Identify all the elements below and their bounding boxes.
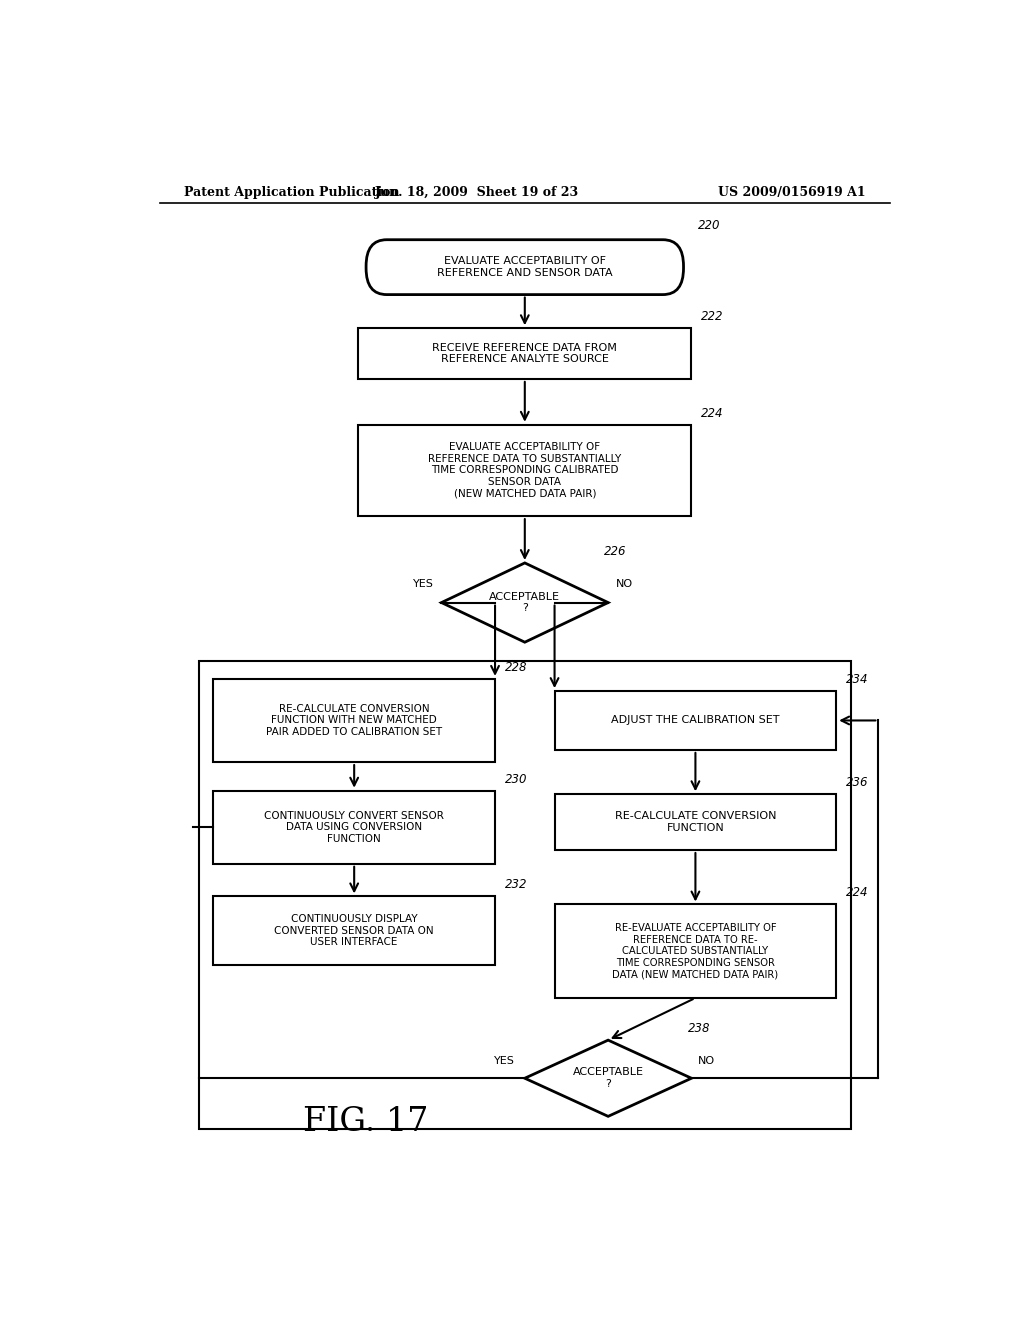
Text: 224: 224 [701,407,724,420]
Bar [555,904,837,998]
Bar [213,678,495,762]
Text: 226: 226 [604,545,627,558]
Text: RE-CALCULATE CONVERSION
FUNCTION WITH NEW MATCHED
PAIR ADDED TO CALIBRATION SET: RE-CALCULATE CONVERSION FUNCTION WITH NE… [266,704,442,737]
Text: Jun. 18, 2009  Sheet 19 of 23: Jun. 18, 2009 Sheet 19 of 23 [375,186,580,199]
Text: YES: YES [495,1056,515,1067]
Text: FIG. 17: FIG. 17 [303,1106,429,1138]
Bar [358,425,691,516]
Text: CONTINUOUSLY DISPLAY
CONVERTED SENSOR DATA ON
USER INTERFACE: CONTINUOUSLY DISPLAY CONVERTED SENSOR DA… [274,915,434,948]
Text: YES: YES [413,579,433,589]
Text: RECEIVE REFERENCE DATA FROM
REFERENCE ANALYTE SOURCE: RECEIVE REFERENCE DATA FROM REFERENCE AN… [432,343,617,364]
Text: ACCEPTABLE
?: ACCEPTABLE ? [489,591,560,614]
Text: RE-CALCULATE CONVERSION
FUNCTION: RE-CALCULATE CONVERSION FUNCTION [614,812,776,833]
Bar [358,329,691,379]
Text: EVALUATE ACCEPTABILITY OF
REFERENCE DATA TO SUBSTANTIALLY
TIME CORRESPONDING CAL: EVALUATE ACCEPTABILITY OF REFERENCE DATA… [428,442,622,499]
Text: 232: 232 [505,878,527,891]
Text: Patent Application Publication: Patent Application Publication [183,186,399,199]
Text: CONTINUOUSLY CONVERT SENSOR
DATA USING CONVERSION
FUNCTION: CONTINUOUSLY CONVERT SENSOR DATA USING C… [264,810,444,843]
Text: 230: 230 [505,772,527,785]
Text: 238: 238 [687,1022,710,1035]
Text: 220: 220 [697,219,720,231]
Text: 222: 222 [701,310,724,323]
Bar [199,660,851,1129]
Text: 224: 224 [846,886,868,899]
Polygon shape [441,562,608,643]
Text: ACCEPTABLE
?: ACCEPTABLE ? [572,1068,644,1089]
FancyBboxPatch shape [367,240,684,294]
Text: NO: NO [616,579,633,589]
Bar [555,690,837,750]
Text: 234: 234 [846,673,868,686]
Text: ADJUST THE CALIBRATION SET: ADJUST THE CALIBRATION SET [611,715,779,726]
Bar [213,896,495,965]
Text: NO: NO [697,1056,715,1067]
Bar [213,791,495,863]
Text: 228: 228 [505,661,527,673]
Text: RE-EVALUATE ACCEPTABILITY OF
REFERENCE DATA TO RE-
CALCULATED SUBSTANTIALLY
TIME: RE-EVALUATE ACCEPTABILITY OF REFERENCE D… [612,923,778,979]
Text: EVALUATE ACCEPTABILITY OF
REFERENCE AND SENSOR DATA: EVALUATE ACCEPTABILITY OF REFERENCE AND … [437,256,612,279]
Polygon shape [524,1040,691,1117]
Text: US 2009/0156919 A1: US 2009/0156919 A1 [719,186,866,199]
Text: 236: 236 [846,776,868,789]
Bar [555,795,837,850]
